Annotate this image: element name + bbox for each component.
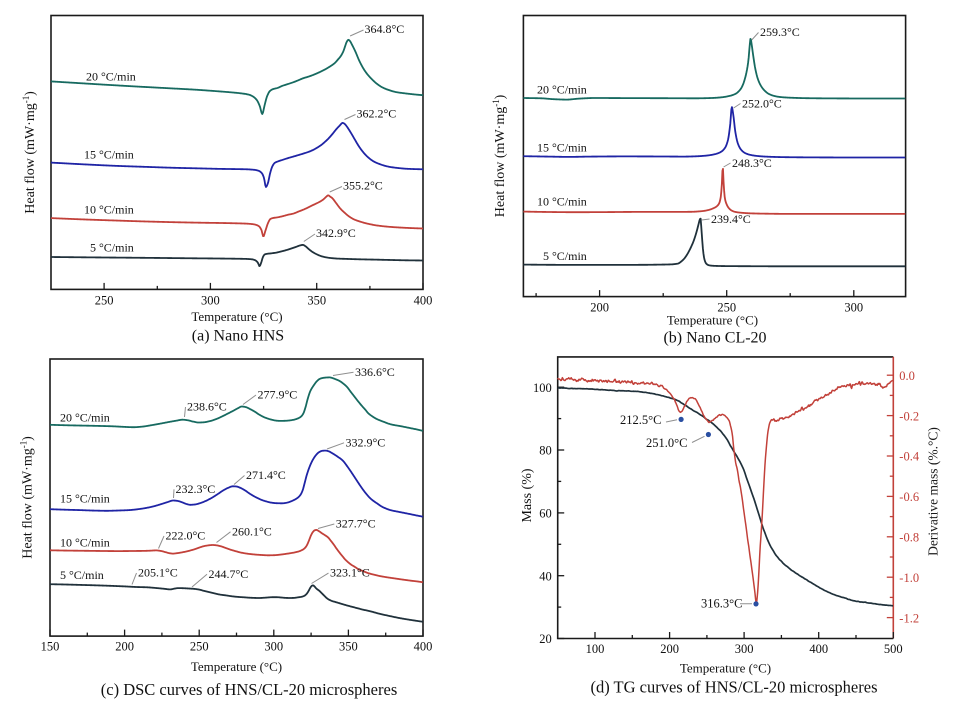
svg-text:400: 400	[414, 294, 433, 308]
svg-text:200: 200	[115, 640, 134, 654]
svg-text:251.0°C: 251.0°C	[646, 436, 687, 450]
svg-text:238.6°C: 238.6°C	[187, 400, 227, 414]
svg-text:-0.4: -0.4	[899, 450, 920, 464]
svg-text:250: 250	[190, 640, 209, 654]
svg-text:336.6°C: 336.6°C	[355, 365, 395, 379]
svg-text:20: 20	[539, 632, 552, 646]
svg-text:-0.6: -0.6	[899, 490, 919, 504]
svg-text:323.1°C: 323.1°C	[330, 566, 370, 580]
svg-text:200: 200	[660, 642, 679, 656]
svg-text:(c) DSC curves of HNS/CL-20 mi: (c) DSC curves of HNS/CL-20 microspheres	[101, 680, 397, 699]
svg-text:400: 400	[809, 642, 828, 656]
svg-text:212.5°C: 212.5°C	[620, 413, 661, 427]
svg-text:248.3°C: 248.3°C	[732, 156, 772, 170]
svg-text:252.0°C: 252.0°C	[742, 97, 782, 111]
svg-text:355.2°C: 355.2°C	[343, 179, 383, 193]
svg-text:10 °C/min: 10 °C/min	[537, 195, 587, 209]
svg-text:Mass (%): Mass (%)	[520, 468, 535, 522]
svg-text:-0.8: -0.8	[899, 531, 919, 545]
svg-text:232.3°C: 232.3°C	[176, 482, 216, 496]
svg-text:316.3°C: 316.3°C	[701, 597, 742, 611]
svg-text:0.0: 0.0	[899, 369, 915, 383]
svg-text:300: 300	[844, 301, 863, 315]
svg-text:80: 80	[539, 444, 552, 458]
svg-text:250: 250	[95, 294, 114, 308]
svg-text:20 °C/min: 20 °C/min	[60, 410, 110, 424]
svg-text:-1.0: -1.0	[899, 571, 919, 585]
svg-text:300: 300	[264, 640, 283, 654]
svg-text:5 °C/min: 5 °C/min	[60, 568, 104, 582]
svg-text:40: 40	[539, 569, 552, 583]
svg-text:222.0°C: 222.0°C	[166, 529, 206, 543]
svg-text:364.8°C: 364.8°C	[365, 22, 405, 36]
svg-text:350: 350	[339, 640, 358, 654]
svg-text:327.7°C: 327.7°C	[336, 517, 376, 531]
svg-text:239.4°C: 239.4°C	[711, 212, 751, 226]
svg-text:20 °C/min: 20 °C/min	[537, 83, 587, 97]
svg-text:60: 60	[539, 507, 552, 521]
svg-text:10 °C/min: 10 °C/min	[84, 203, 134, 217]
svg-text:15 °C/min: 15 °C/min	[60, 492, 110, 506]
svg-text:(a) Nano HNS: (a) Nano HNS	[192, 328, 284, 345]
svg-text:260.1°C: 260.1°C	[232, 524, 272, 538]
svg-text:Heat flow (mW·mg-1): Heat flow (mW·mg-1)	[21, 91, 38, 213]
svg-text:-1.2: -1.2	[899, 611, 919, 625]
svg-text:205.1°C: 205.1°C	[138, 566, 178, 580]
svg-text:362.2°C: 362.2°C	[357, 107, 397, 121]
svg-text:300: 300	[201, 294, 220, 308]
svg-text:Temperature (°C): Temperature (°C)	[191, 309, 282, 324]
svg-text:259.3°C: 259.3°C	[760, 25, 800, 39]
svg-text:244.7°C: 244.7°C	[209, 567, 249, 581]
svg-text:5 °C/min: 5 °C/min	[90, 241, 134, 255]
svg-text:10 °C/min: 10 °C/min	[60, 536, 110, 550]
svg-text:5 °C/min: 5 °C/min	[543, 249, 587, 263]
svg-text:Heat flow (mW·mg-1): Heat flow (mW·mg-1)	[491, 95, 508, 217]
svg-text:Temperature (°C): Temperature (°C)	[680, 661, 771, 676]
svg-text:-0.2: -0.2	[899, 409, 919, 423]
svg-text:(d) TG curves of HNS/CL-20 mic: (d) TG curves of HNS/CL-20 microspheres	[590, 678, 877, 697]
svg-text:342.9°C: 342.9°C	[316, 226, 356, 240]
svg-text:20 °C/min: 20 °C/min	[86, 70, 136, 84]
svg-text:15 °C/min: 15 °C/min	[84, 148, 134, 162]
svg-text:271.4°C: 271.4°C	[246, 468, 286, 482]
svg-text:300: 300	[735, 642, 754, 656]
svg-text:Heat flow (mW·mg-1): Heat flow (mW·mg-1)	[19, 436, 36, 558]
svg-text:Derivative mass (%.°C): Derivative mass (%.°C)	[926, 427, 941, 556]
svg-text:350: 350	[307, 294, 326, 308]
svg-text:100: 100	[533, 381, 552, 395]
svg-text:150: 150	[41, 640, 60, 654]
svg-text:277.9°C: 277.9°C	[258, 388, 298, 402]
svg-text:400: 400	[414, 640, 433, 654]
svg-text:Temperature (°C): Temperature (°C)	[191, 659, 282, 674]
svg-text:Temperature (°C): Temperature (°C)	[667, 313, 758, 328]
svg-text:(b) Nano CL-20: (b) Nano CL-20	[663, 330, 766, 347]
svg-text:200: 200	[590, 301, 609, 315]
svg-text:500: 500	[884, 642, 903, 656]
svg-text:100: 100	[586, 642, 605, 656]
svg-text:332.9°C: 332.9°C	[346, 435, 386, 449]
svg-text:15 °C/min: 15 °C/min	[537, 141, 587, 155]
